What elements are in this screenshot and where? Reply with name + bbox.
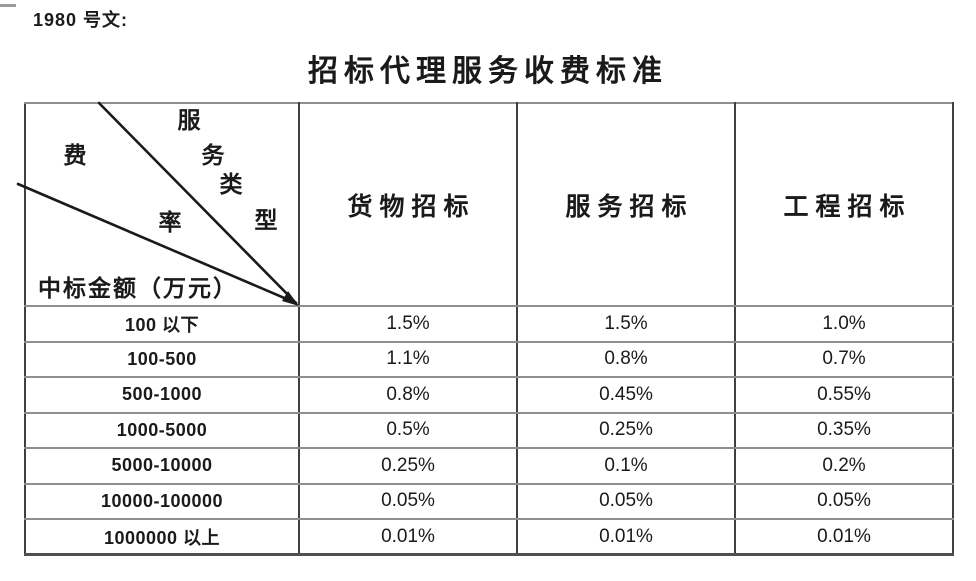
diagonal-arrowhead bbox=[282, 291, 299, 306]
amount-range: 10000-100000 bbox=[24, 482, 300, 520]
rate-services: 0.05% bbox=[516, 482, 736, 520]
column-header-engineering: 工程招标 bbox=[734, 102, 954, 307]
amount-range: 100-500 bbox=[24, 340, 300, 378]
rate-engineering: 1.0% bbox=[734, 305, 954, 343]
rate-goods: 1.5% bbox=[298, 305, 518, 343]
page-edge-artifact bbox=[0, 4, 16, 7]
rate-goods: 0.01% bbox=[298, 518, 518, 556]
rate-engineering: 0.2% bbox=[734, 447, 954, 485]
rate-services: 0.45% bbox=[516, 376, 736, 414]
corner-char-rate-2: 率 bbox=[158, 210, 182, 235]
column-header-services: 服务招标 bbox=[516, 102, 736, 307]
table-row: 1000000 以上 0.01% 0.01% 0.01% bbox=[24, 518, 954, 556]
rate-engineering: 0.05% bbox=[734, 482, 954, 520]
rate-engineering: 0.55% bbox=[734, 376, 954, 414]
rate-services: 1.5% bbox=[516, 305, 736, 343]
rate-engineering: 0.35% bbox=[734, 411, 954, 449]
table-row: 5000-10000 0.25% 0.1% 0.2% bbox=[24, 447, 954, 485]
corner-amount-label: 中标金额（万元） bbox=[38, 276, 238, 301]
rate-services: 0.25% bbox=[516, 411, 736, 449]
amount-range: 1000000 以上 bbox=[24, 518, 300, 556]
doc-reference: 1980 号文: bbox=[33, 10, 129, 30]
corner-char-service-2: 务 bbox=[201, 143, 225, 168]
amount-range: 1000-5000 bbox=[24, 411, 300, 449]
corner-char-service-4: 型 bbox=[254, 208, 278, 233]
amount-range: 500-1000 bbox=[24, 376, 300, 414]
rate-services: 0.1% bbox=[516, 447, 736, 485]
table-row: 10000-100000 0.05% 0.05% 0.05% bbox=[24, 482, 954, 520]
rate-engineering: 0.7% bbox=[734, 340, 954, 378]
corner-char-service-1: 服 bbox=[177, 108, 201, 133]
rate-goods: 0.25% bbox=[298, 447, 518, 485]
amount-range: 5000-10000 bbox=[24, 447, 300, 485]
rate-goods: 0.05% bbox=[298, 482, 518, 520]
corner-header-cell: 服 务 类 型 费 率 中标金额（万元） bbox=[16, 101, 300, 307]
rate-goods: 1.1% bbox=[298, 340, 518, 378]
table-row: 500-1000 0.8% 0.45% 0.55% bbox=[24, 376, 954, 414]
table-row: 100-500 1.1% 0.8% 0.7% bbox=[24, 340, 954, 378]
page-title: 招标代理服务收费标准 bbox=[308, 55, 668, 88]
rate-goods: 0.5% bbox=[298, 411, 518, 449]
rate-engineering: 0.01% bbox=[734, 518, 954, 556]
table-row: 1000-5000 0.5% 0.25% 0.35% bbox=[24, 411, 954, 449]
table-row: 100 以下 1.5% 1.5% 1.0% bbox=[24, 305, 954, 343]
rate-services: 0.01% bbox=[516, 518, 736, 556]
rate-services: 0.8% bbox=[516, 340, 736, 378]
column-header-goods: 货物招标 bbox=[298, 102, 518, 307]
corner-char-service-3: 类 bbox=[219, 172, 243, 197]
table-header-row: 服 务 类 型 费 率 中标金额（万元） 货物招标 服务招标 工程招标 bbox=[16, 101, 954, 307]
fee-standard-table: 服 务 类 型 费 率 中标金额（万元） 货物招标 服务招标 工程招标 100 … bbox=[16, 101, 954, 556]
rate-goods: 0.8% bbox=[298, 376, 518, 414]
amount-range: 100 以下 bbox=[24, 305, 300, 343]
corner-char-rate-1: 费 bbox=[63, 143, 87, 168]
